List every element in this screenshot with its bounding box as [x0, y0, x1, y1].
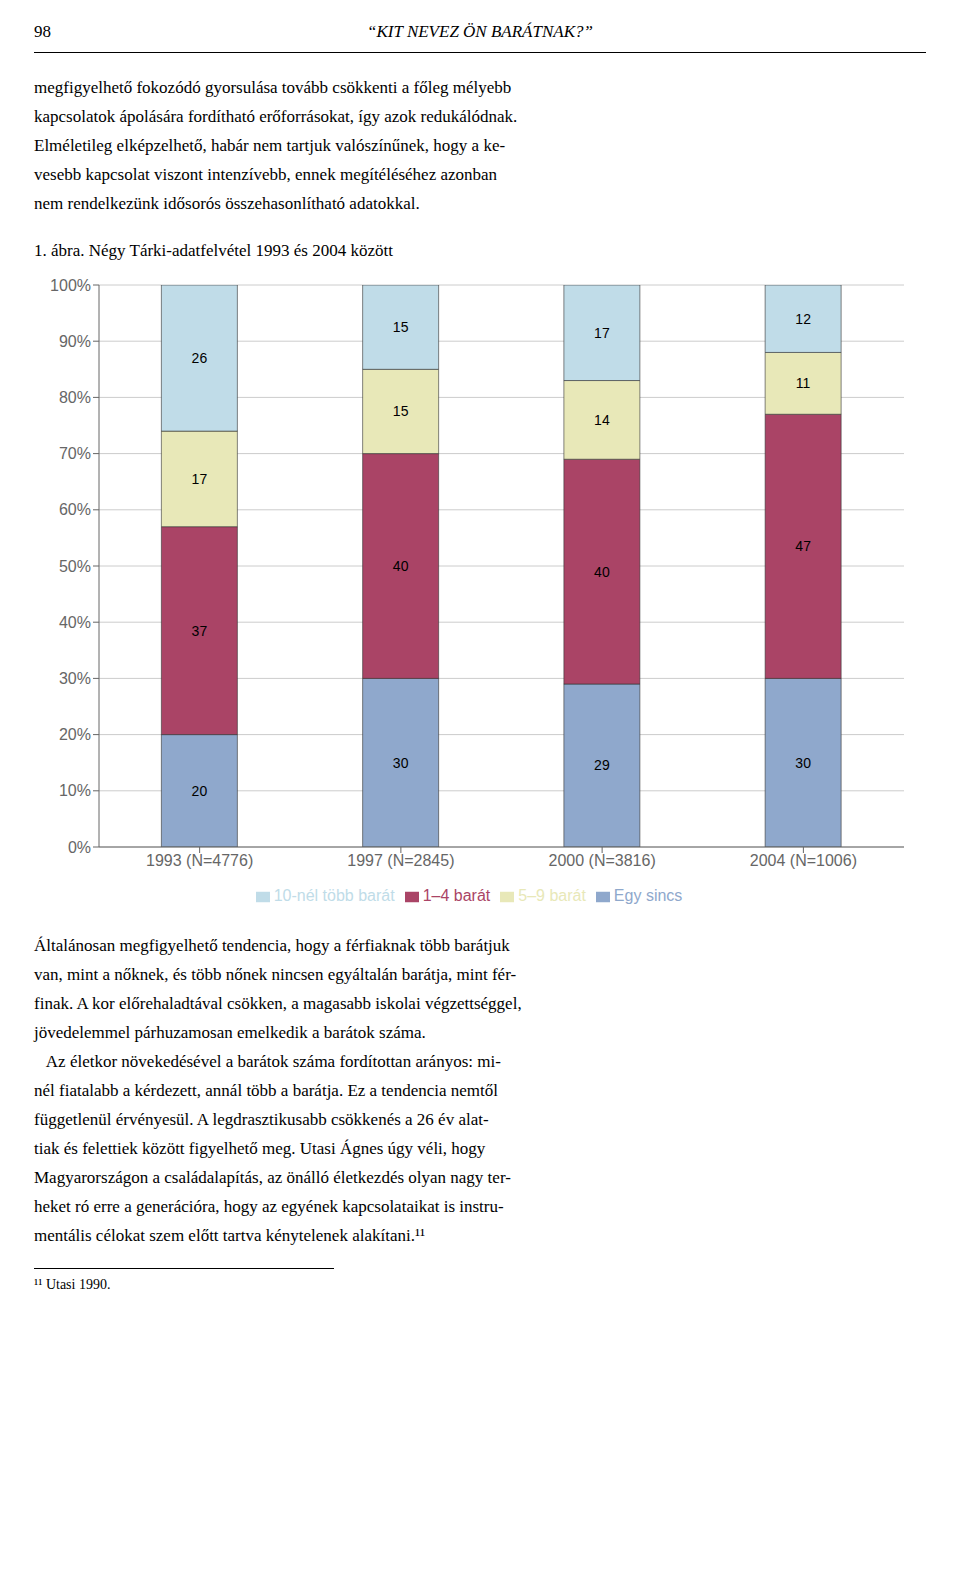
svg-text:11: 11: [796, 375, 811, 391]
svg-text:26: 26: [192, 350, 208, 366]
html-text:Elméletileg elképzelhető, habá: Elméletileg elképzelhető, habár nem tart…: [34, 136, 506, 155]
html-text:Egy sincs: Egy sincs: [613, 887, 683, 904]
html-text:¹¹ Utasi 1990.: ¹¹ Utasi 1990.: [34, 1277, 111, 1292]
svg-text:70%: 70%: [59, 445, 91, 462]
svg-text:30: 30: [795, 755, 811, 771]
svg-text:17: 17: [594, 325, 610, 341]
svg-text:0%: 0%: [68, 839, 91, 856]
html-text:megfigyelhető fokozódó gyorsul: megfigyelhető fokozódó gyorsulása tovább…: [34, 78, 512, 97]
svg-text:80%: 80%: [59, 389, 91, 406]
svg-text:20: 20: [192, 783, 208, 799]
svg-text:90%: 90%: [59, 333, 91, 350]
html-text:Az életkor növekedésével a bar: Az életkor növekedésével a barátok száma…: [34, 1052, 501, 1071]
html-text:“KIT NEVEZ ÖN BARÁTNAK?”: “KIT NEVEZ ÖN BARÁTNAK?”: [367, 22, 593, 41]
html-text:jövedelemmel párhuzamosan emel: jövedelemmel párhuzamosan emelkedik a ba…: [34, 1023, 426, 1042]
svg-text:15: 15: [393, 319, 409, 335]
html-text:98: 98: [34, 22, 51, 41]
html-text:mentális célokat szem előtt ta: mentális célokat szem előtt tartva kényt…: [34, 1226, 426, 1245]
svg-text:50%: 50%: [59, 558, 91, 575]
html-text:Általánosan megfigyelhető tend: Általánosan megfigyelhető tendencia, hog…: [34, 936, 510, 955]
html-text:tiak és felettiek között figye: tiak és felettiek között figyelhető meg.…: [34, 1139, 486, 1158]
html-text:1. ábra. Négy Tárki-adatfelvét: 1. ábra. Négy Tárki-adatfelvétel 1993 és…: [34, 241, 393, 260]
svg-text:40%: 40%: [59, 614, 91, 631]
svg-text:12: 12: [795, 311, 811, 327]
html-text:nél fiatalabb a kérdezett, ann: nél fiatalabb a kérdezett, annál több a …: [34, 1081, 498, 1100]
html-text:finak. A kor előrehaladtával c: finak. A kor előrehaladtával csökken, a …: [34, 994, 522, 1013]
html-text:vesebb kapcsolat viszont inten: vesebb kapcsolat viszont intenzívebb, en…: [34, 165, 498, 184]
svg-text:1993 (N=4776): 1993 (N=4776): [146, 852, 253, 869]
svg-text:2000 (N=3816): 2000 (N=3816): [549, 852, 656, 869]
svg-text:60%: 60%: [59, 501, 91, 518]
svg-text:15: 15: [393, 403, 409, 419]
html-text:függetlenül érvényesül. A legd: függetlenül érvényesül. A legdrasztikusa…: [34, 1110, 489, 1129]
html-text:kapcsolatok ápolására fordítha: kapcsolatok ápolására fordítható erőforr…: [34, 107, 518, 126]
html-text:nem rendelkezünk idősorós össz: nem rendelkezünk idősorós összehasonlíth…: [34, 194, 420, 213]
html-text:heket ró erre a generációra, h: heket ró erre a generációra, hogy az egy…: [34, 1197, 504, 1216]
svg-text:2004 (N=1006): 2004 (N=1006): [750, 852, 857, 869]
svg-text:30%: 30%: [59, 670, 91, 687]
svg-text:40: 40: [594, 564, 610, 580]
svg-text:29: 29: [594, 757, 610, 773]
svg-text:14: 14: [594, 412, 610, 428]
svg-text:20%: 20%: [59, 726, 91, 743]
svg-text:17: 17: [192, 471, 208, 487]
html-text:10-nél több barát: 10-nél több barát: [273, 887, 395, 904]
html-text:van, mint a nőknek, és több nő: van, mint a nőknek, és több nőnek nincse…: [34, 965, 517, 984]
html-text:Magyarországon a családalapítá: Magyarországon a családalapítás, az önál…: [34, 1168, 511, 1187]
svg-text:37: 37: [192, 623, 208, 639]
html-text:1–4 barát: 1–4 barát: [422, 887, 491, 904]
svg-text:47: 47: [795, 538, 811, 554]
svg-text:30: 30: [393, 755, 409, 771]
svg-text:100%: 100%: [50, 277, 91, 294]
svg-text:40: 40: [393, 558, 409, 574]
svg-text:10%: 10%: [59, 782, 91, 799]
html-text:5–9 barát: 5–9 barát: [518, 887, 586, 904]
svg-text:1997 (N=2845): 1997 (N=2845): [347, 852, 454, 869]
